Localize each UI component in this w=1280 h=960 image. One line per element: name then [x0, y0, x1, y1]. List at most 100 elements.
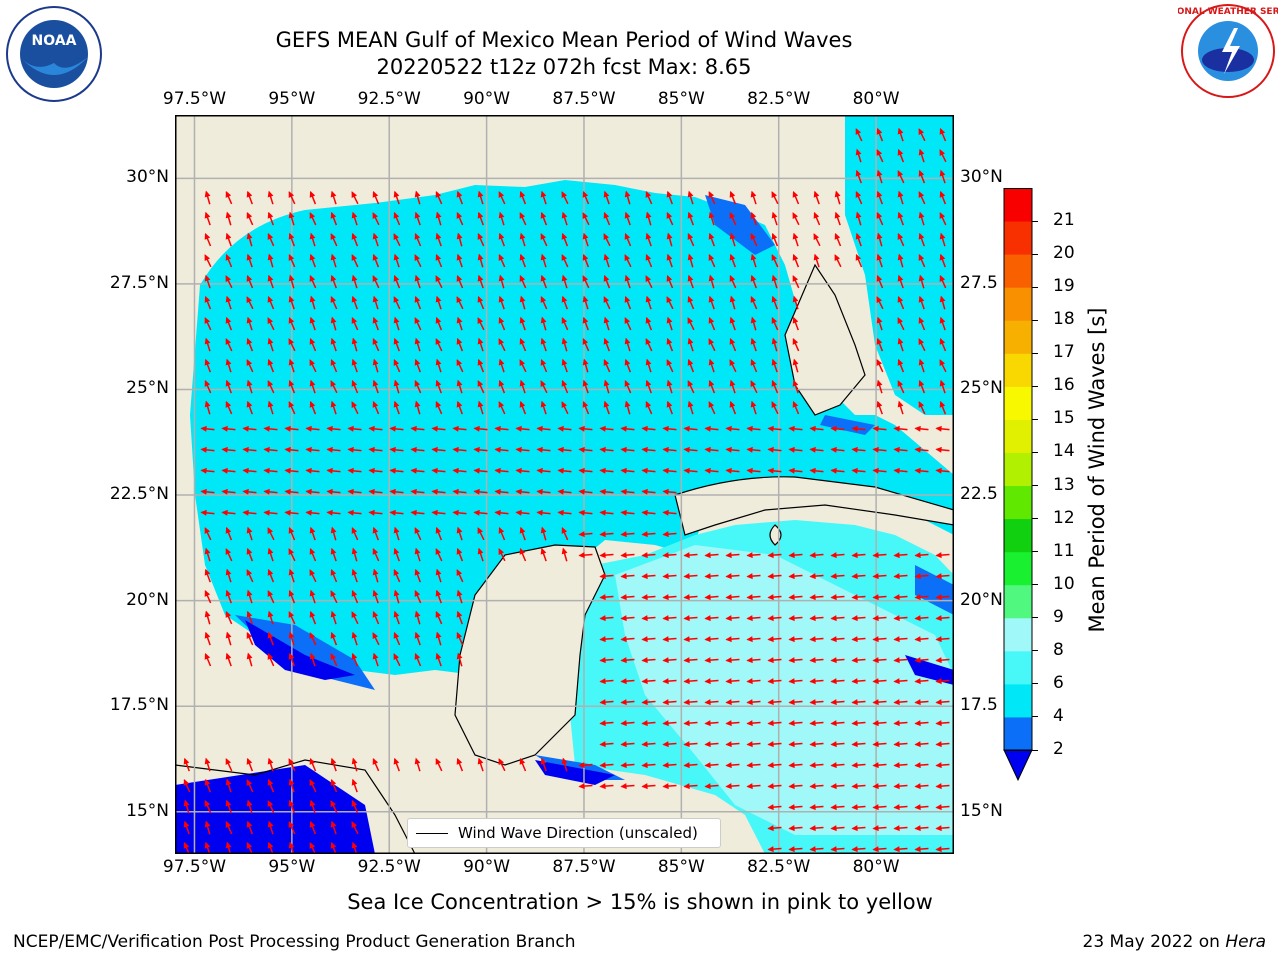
- wind-arrow: [204, 800, 212, 814]
- wind-arrow: [918, 254, 926, 268]
- wind-arrow: [662, 720, 677, 727]
- wind-arrow: [351, 317, 359, 331]
- wind-arrow: [914, 615, 929, 622]
- wind-arrow: [435, 275, 443, 289]
- colorbar-tick-label: 21: [1053, 210, 1075, 231]
- wind-arrow: [330, 568, 338, 583]
- wind-arrow: [540, 253, 547, 268]
- wind-arrow: [897, 170, 905, 184]
- wind-arrow: [788, 762, 803, 769]
- wind-arrow: [918, 128, 926, 142]
- wind-arrow: [620, 636, 635, 643]
- wind-arrow: [893, 720, 908, 727]
- lat-tick-right: 25°N: [960, 378, 1003, 399]
- wind-arrow: [242, 446, 257, 453]
- wind-arrow: [225, 611, 233, 625]
- wind-arrow: [683, 741, 698, 748]
- wind-arrow: [288, 589, 296, 604]
- lat-tick-right: 22.5: [960, 484, 998, 505]
- wind-arrow: [288, 799, 296, 814]
- wind-arrow: [939, 127, 947, 142]
- colorbar-tick-mark: [1032, 485, 1038, 487]
- wind-arrow: [414, 232, 422, 247]
- wind-arrow: [288, 568, 295, 583]
- wind-arrow: [477, 358, 485, 373]
- wind-arrow: [267, 274, 274, 289]
- wind-arrow: [204, 631, 211, 646]
- wind-arrow: [225, 316, 233, 331]
- wind-arrow: [330, 380, 338, 394]
- wind-arrow: [368, 488, 383, 495]
- wind-arrow: [246, 212, 254, 226]
- wind-arrow: [746, 573, 761, 580]
- wind-arrow: [725, 741, 740, 748]
- wind-arrow: [788, 804, 803, 811]
- wind-arrow: [242, 509, 257, 516]
- colorbar-tick-label: 4: [1053, 705, 1064, 726]
- wind-arrow: [225, 631, 232, 646]
- wind-arrow: [662, 657, 677, 664]
- wind-arrow: [662, 594, 677, 601]
- wind-arrow: [326, 509, 341, 516]
- wind-arrow: [351, 568, 358, 583]
- wind-arrow: [519, 547, 527, 562]
- wind-arrow: [914, 825, 929, 832]
- wind-arrow: [666, 190, 673, 205]
- lon-tick-bottom: 82.5°W: [747, 857, 811, 877]
- wind-arrow: [473, 509, 488, 516]
- wind-arrow: [435, 379, 442, 394]
- lon-tick-bottom: 95°W: [268, 857, 316, 877]
- wind-arrow: [351, 589, 359, 604]
- lon-tick-bottom: 97.5°W: [162, 857, 227, 877]
- wind-arrow: [914, 573, 929, 580]
- wind-arrow: [540, 190, 547, 205]
- wind-arrow: [477, 527, 485, 541]
- wind-arrow: [456, 589, 463, 604]
- wind-arrow: [641, 741, 656, 748]
- wind-arrow: [599, 720, 614, 727]
- colorbar-segment: [1004, 221, 1032, 255]
- wind-arrow: [872, 552, 887, 559]
- wind-arrow: [225, 379, 232, 394]
- wind-arrow: [624, 295, 632, 310]
- wind-arrow: [830, 615, 845, 622]
- wind-arrow: [683, 615, 698, 622]
- wind-arrow: [477, 253, 484, 268]
- wind-arrow: [809, 762, 824, 769]
- wind-arrow: [435, 358, 442, 373]
- wind-arrow: [599, 678, 614, 685]
- wind-arrow: [872, 825, 887, 832]
- wind-arrow: [456, 316, 463, 331]
- wind-arrow: [473, 488, 488, 495]
- wind-arrow: [599, 425, 614, 432]
- wind-arrow: [645, 316, 653, 331]
- wind-arrow: [309, 820, 317, 835]
- wind-arrow: [750, 211, 758, 226]
- wind-arrow: [200, 488, 215, 495]
- wind-arrow: [267, 233, 275, 247]
- wind-arrow: [851, 657, 866, 664]
- wind-arrow: [372, 526, 379, 541]
- wind-arrow: [309, 316, 316, 331]
- wind-arrow: [477, 757, 484, 772]
- wind-arrow: [456, 190, 463, 205]
- wind-arrow: [683, 425, 698, 432]
- wind-arrow: [309, 337, 317, 352]
- wind-arrow: [746, 720, 761, 727]
- wind-arrow: [393, 526, 400, 541]
- wind-arrow: [372, 652, 379, 667]
- wind-direction-arrows: [183, 127, 950, 854]
- wind-arrow: [309, 379, 316, 394]
- wind-arrow: [725, 552, 740, 559]
- wind-arrow: [750, 274, 757, 289]
- colorbar-segment: [1004, 452, 1032, 487]
- wind-arrow: [809, 678, 824, 685]
- wind-arrow: [918, 295, 925, 310]
- wind-arrow: [666, 253, 673, 268]
- wind-arrow: [599, 657, 614, 664]
- wind-arrow: [330, 358, 338, 373]
- wind-arrow: [641, 636, 656, 643]
- wind-arrow: [767, 741, 782, 748]
- wind-arrow: [599, 741, 614, 748]
- wind-arrow: [498, 191, 506, 205]
